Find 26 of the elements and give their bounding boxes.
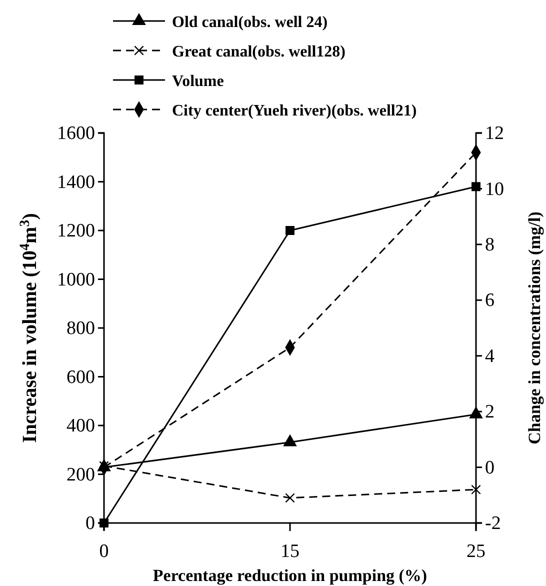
x-axis-title: Percentage reduction in pumping (%) [152, 566, 428, 585]
y2-tick-label: 0 [485, 457, 494, 478]
legend-label: City center(Yueh river)(obs. well21) [172, 102, 417, 120]
y-tick-label: 200 [66, 464, 95, 486]
y-tick-label: 800 [66, 318, 95, 340]
y-tick-label: 1600 [57, 123, 95, 144]
y2-tick-label: 12 [485, 123, 504, 144]
y2-tick-label: 8 [485, 234, 494, 256]
y2-tick-label: 10 [485, 178, 504, 200]
y-tick-label: 400 [66, 416, 95, 437]
y-tick-label: 1000 [57, 269, 95, 290]
y2-tick-label: 2 [485, 402, 494, 423]
legend-label: Old canal(obs. well 24) [172, 14, 328, 31]
y-tick-label: 0 [86, 513, 95, 534]
x-tick-label: 0 [99, 540, 109, 562]
x-tick-label: 15 [280, 540, 300, 562]
y-tick-label: 1200 [57, 220, 95, 242]
y2-tick-label: 4 [485, 346, 495, 367]
y2-tick-label: -2 [485, 513, 501, 534]
y-tick-label: 1400 [57, 172, 95, 193]
legend-label: Great canal(obs. well128) [172, 44, 346, 60]
y2-tick-label: 6 [485, 290, 494, 312]
x-tick-label: 25 [466, 540, 486, 562]
y-tick-label: 600 [66, 366, 95, 388]
legend-label: Volume [172, 73, 224, 90]
y2-axis-title: Change in concentrations (mg/l) [525, 212, 544, 444]
